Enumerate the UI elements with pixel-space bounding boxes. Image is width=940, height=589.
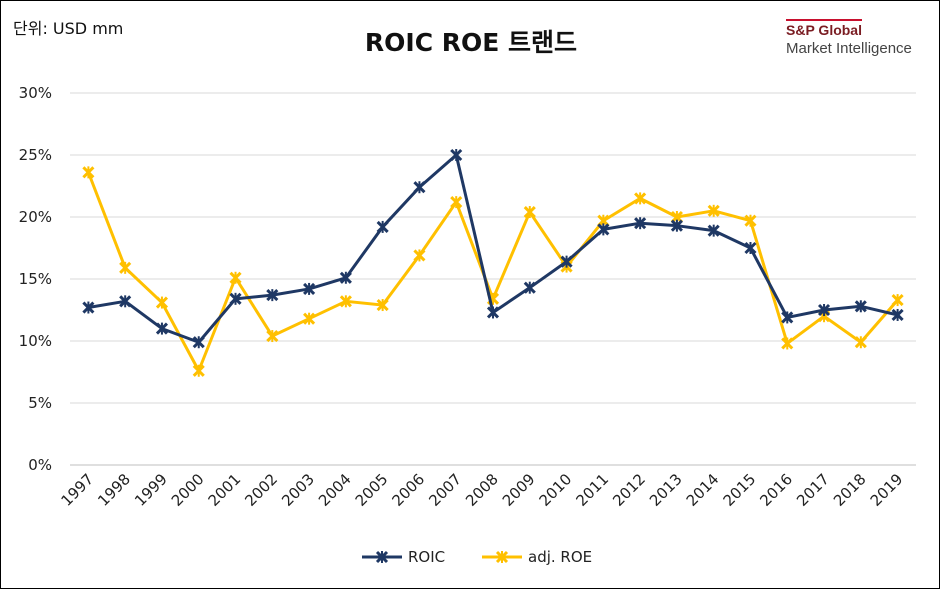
x-tick-label: 2014	[683, 470, 723, 510]
data-point-roic	[413, 181, 426, 194]
data-point-adj-roe	[155, 296, 169, 309]
data-point-roic	[303, 282, 316, 295]
x-axis-tick-labels: 1997199819992000200120022003200420052006…	[57, 470, 906, 510]
data-point-adj-roe	[376, 298, 389, 312]
x-tick-label: 2006	[389, 470, 429, 510]
data-point-adj-roe	[707, 204, 720, 217]
y-tick-label: 0%	[28, 456, 52, 474]
x-tick-label: 1998	[94, 470, 134, 510]
x-tick-label: 2007	[425, 470, 465, 510]
data-point-adj-roe	[523, 205, 536, 219]
data-point-adj-roe	[413, 249, 426, 262]
legend-label: ROIC	[408, 548, 445, 566]
x-tick-label: 1997	[57, 470, 97, 510]
data-point-adj-roe	[303, 312, 316, 325]
x-tick-label: 2017	[793, 470, 833, 510]
data-point-roic	[119, 295, 132, 308]
x-tick-label: 1999	[131, 470, 171, 510]
y-tick-label: 25%	[19, 146, 52, 164]
chart-title: ROIC ROE 트랜드	[364, 28, 578, 57]
legend-label: adj. ROE	[528, 548, 592, 566]
x-tick-label: 2015	[720, 470, 760, 510]
x-tick-label: 2002	[241, 470, 281, 510]
data-point-adj-roe	[119, 261, 132, 274]
data-point-adj-roe	[891, 294, 904, 307]
data-point-roic	[376, 220, 389, 233]
x-tick-label: 2001	[205, 470, 245, 510]
x-tick-label: 2013	[646, 470, 686, 510]
data-point-roic	[560, 255, 573, 268]
legend-marker	[375, 550, 389, 564]
data-point-roic	[707, 224, 720, 237]
y-tick-label: 15%	[19, 270, 52, 288]
x-tick-label: 2019	[867, 470, 907, 510]
data-point-adj-roe	[744, 214, 757, 227]
y-axis-tick-labels: 0% 5% 10% 15% 20% 25% 30%	[19, 84, 52, 474]
data-point-roic	[523, 281, 536, 294]
legend-item-adj-roe: adj. ROE	[482, 548, 592, 566]
y-tick-label: 10%	[19, 332, 52, 350]
data-point-roic	[817, 303, 831, 317]
data-point-roic	[486, 306, 500, 319]
data-point-adj-roe	[781, 337, 794, 350]
data-point-roic	[854, 300, 867, 313]
data-point-adj-roe	[450, 196, 463, 209]
data-point-adj-roe	[266, 329, 279, 343]
logo-line-2: Market Intelligence	[786, 40, 912, 57]
sp-global-logo: S&P Global Market Intelligence	[786, 19, 912, 57]
data-point-roic	[781, 311, 794, 324]
data-point-roic	[229, 292, 242, 305]
x-tick-label: 2004	[315, 470, 355, 510]
y-tick-label: 5%	[28, 394, 52, 412]
data-point-roic	[891, 308, 904, 322]
data-point-adj-roe	[854, 336, 867, 349]
data-point-adj-roe	[192, 364, 205, 377]
data-point-adj-roe	[634, 192, 647, 205]
x-tick-label: 2018	[830, 470, 870, 510]
x-tick-label: 2005	[352, 470, 392, 510]
logo-line-1: S&P Global	[786, 19, 862, 38]
legend-marker	[495, 550, 509, 564]
data-point-roic	[634, 217, 647, 230]
gridlines	[70, 92, 916, 466]
data-point-roic	[192, 336, 205, 349]
data-point-roic	[339, 271, 352, 284]
x-tick-label: 2011	[572, 470, 612, 510]
unit-label: 단위: USD mm	[13, 19, 124, 38]
y-tick-label: 20%	[19, 208, 52, 226]
data-point-roic	[155, 322, 169, 335]
data-point-roic	[597, 223, 610, 236]
series-lines	[82, 148, 904, 377]
x-tick-label: 2008	[462, 470, 502, 510]
data-point-adj-roe	[82, 166, 95, 179]
x-tick-label: 2010	[536, 470, 576, 510]
data-point-adj-roe	[339, 295, 352, 308]
x-tick-label: 2003	[278, 470, 318, 510]
data-point-adj-roe	[229, 271, 242, 284]
data-point-roic	[450, 148, 463, 162]
legend-item-roic: ROIC	[362, 548, 445, 566]
x-tick-label: 2016	[756, 470, 796, 510]
data-point-roic	[670, 219, 683, 232]
data-point-roic	[744, 241, 757, 255]
x-tick-label: 2000	[168, 470, 208, 510]
legend: ROIC adj. ROE	[362, 548, 592, 566]
x-tick-label: 2009	[499, 470, 539, 510]
data-point-roic	[82, 301, 95, 314]
x-tick-label: 2012	[609, 470, 649, 510]
data-point-roic	[266, 289, 279, 302]
y-tick-label: 30%	[19, 84, 52, 102]
